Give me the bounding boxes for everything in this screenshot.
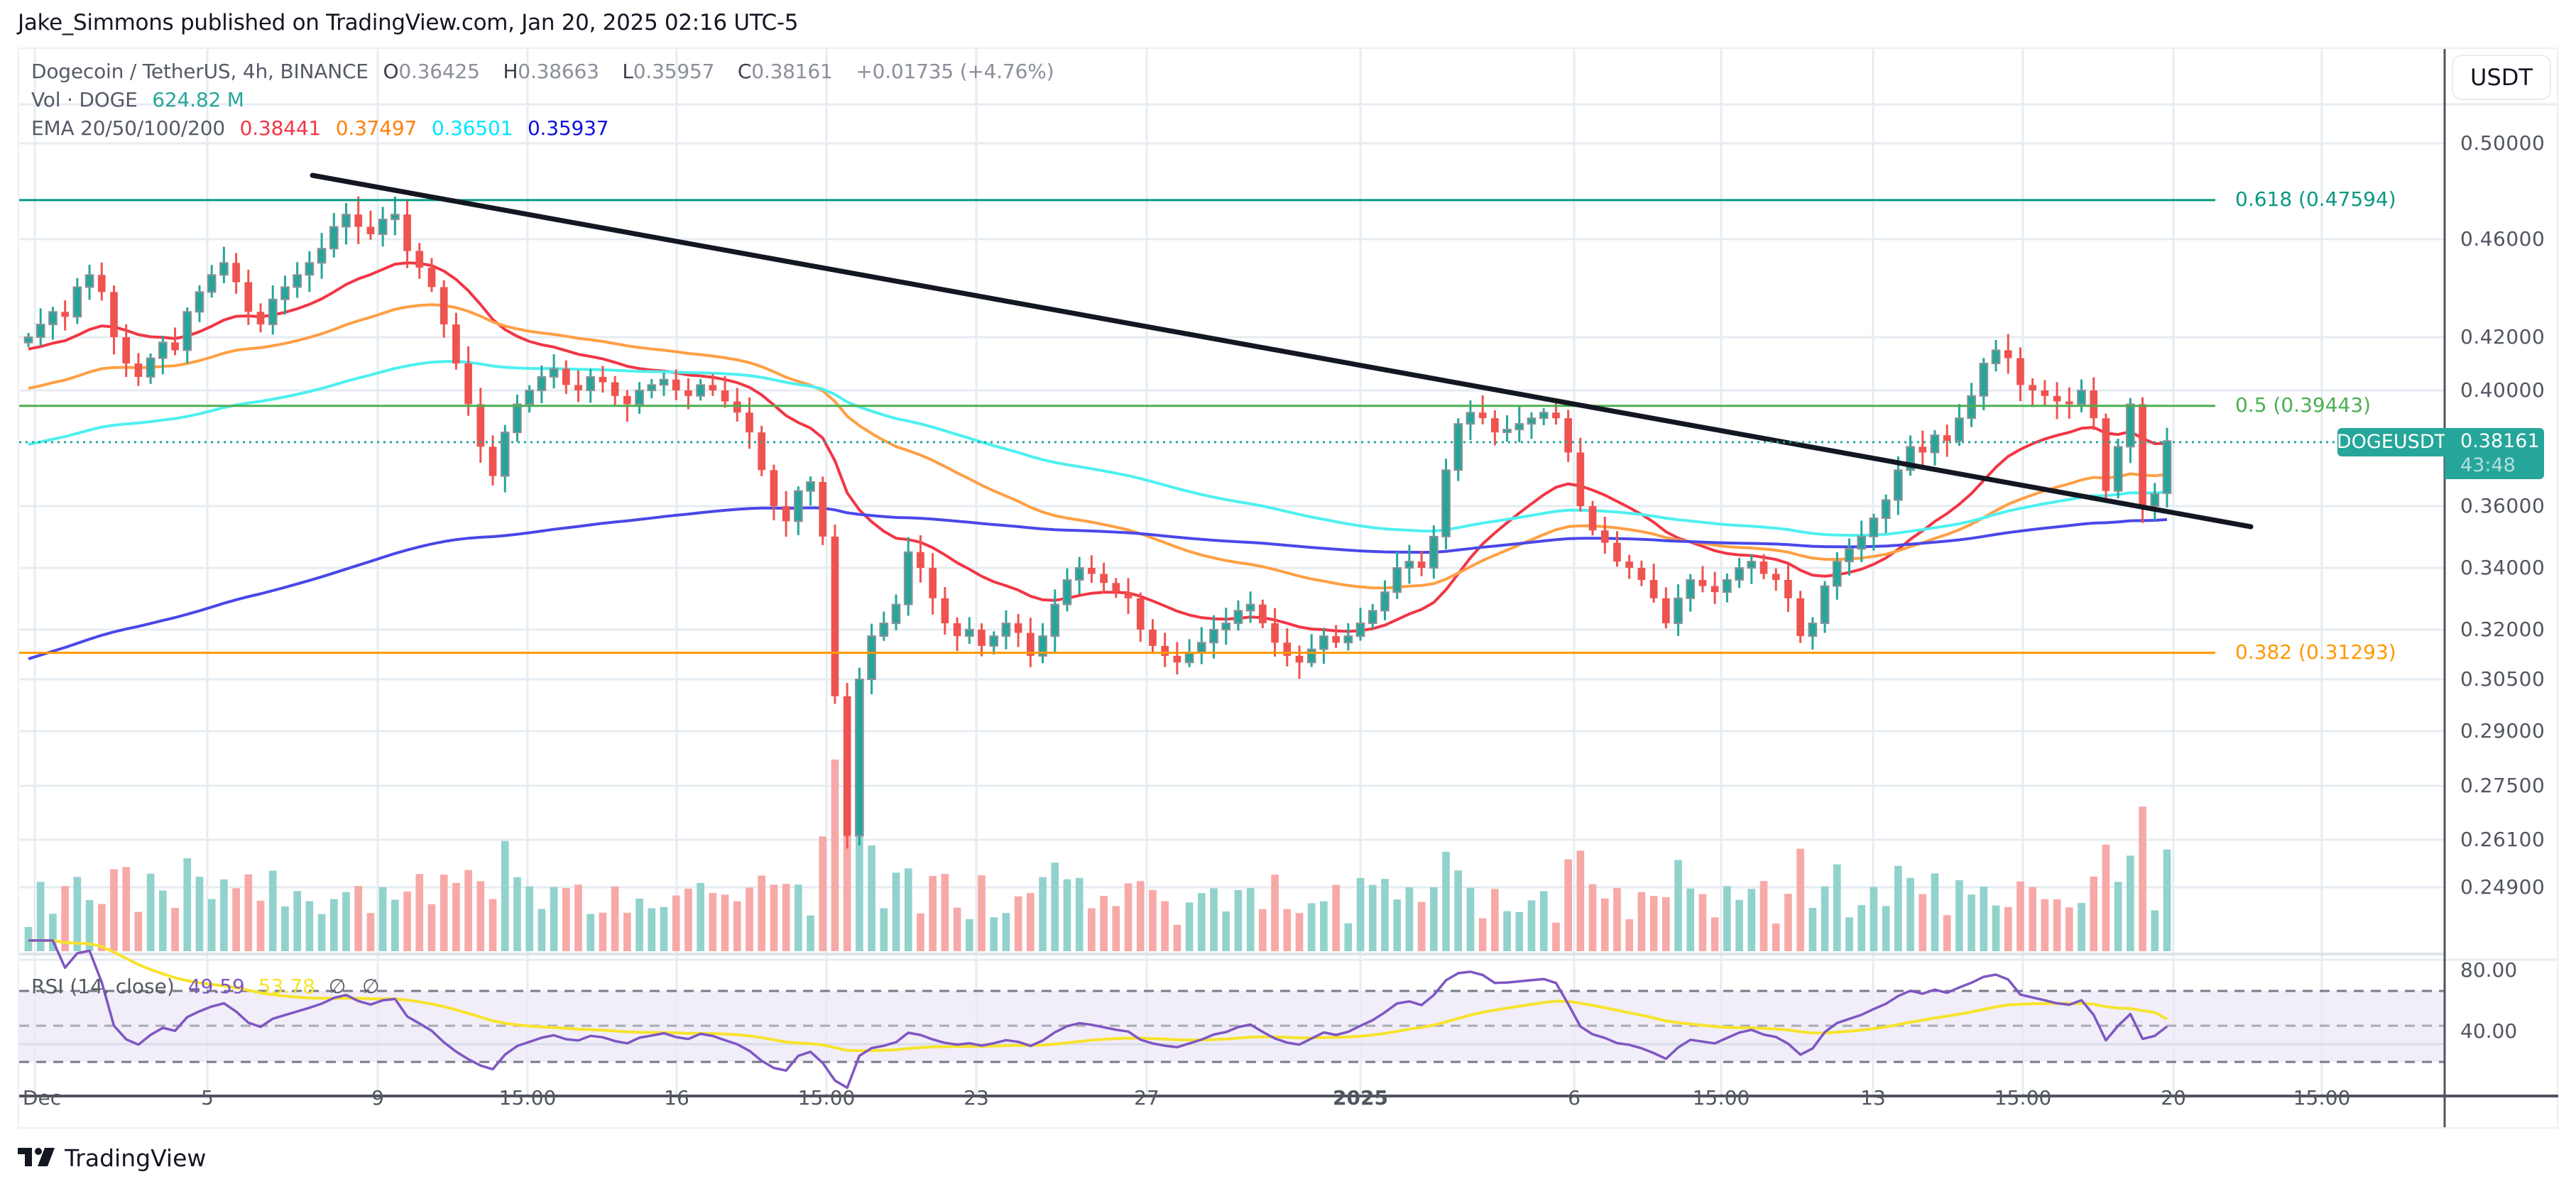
time-tick-label: 23 [964,1086,989,1109]
fib-level-label: 0.382 (0.31293) [2235,640,2396,664]
time-tick-label: 15:00 [498,1086,557,1109]
time-tick-label: 16 [664,1086,689,1109]
fib-level-label: 0.5 (0.39443) [2235,393,2372,417]
open-value: 0.36425 [398,60,480,83]
time-tick-label: 15:00 [797,1086,856,1109]
symbol-price-tag: DOGEUSDT [2337,427,2446,456]
time-tick-label: 20 [2161,1086,2186,1109]
price-tick-label: 0.29000 [2460,719,2545,743]
price-tick-label: 0.40000 [2460,378,2545,402]
time-tick-label: 27 [1134,1086,1159,1109]
time-tick-label: 15:00 [1994,1086,2052,1109]
close-value: 0.38161 [751,60,833,83]
time-tick-label: 15:00 [2293,1086,2351,1109]
rsi-na-icon: ∅ [328,975,346,998]
price-tick-label: 0.32000 [2460,618,2545,641]
price-tick-label: 0.36000 [2460,494,2545,517]
price-tick-label: 0.34000 [2460,556,2545,579]
last-price-tag: 0.38161 43:48 [2445,427,2544,479]
rsi-ma-value: 53.78 [258,975,315,998]
low-value: 0.35957 [633,60,715,83]
price-tick-label: 0.46000 [2460,227,2545,251]
bar-countdown: 43:48 [2460,454,2516,476]
rsi-legend: RSI (14, close) 49.59 53.78 ∅ ∅ [31,975,380,998]
tradingview-wordmark: TradingView [65,1144,207,1172]
rsi-axis-80: 80.00 [2460,958,2518,982]
high-label: H [503,60,518,83]
price-tick-label: 0.42000 [2460,325,2545,349]
ema20-value: 0.38441 [239,116,322,140]
rsi-axis-40: 40.00 [2460,1019,2518,1043]
time-tick-label: 2025 [1333,1086,1388,1109]
fib-level-label: 0.618 (0.47594) [2235,187,2396,211]
tradingview-logo-icon [18,1147,55,1166]
time-tick-label: Dec [22,1086,62,1109]
change-value: +0.01735 (+4.76%) [856,60,1054,83]
rsi-value: 49.59 [187,975,245,998]
price-tick-label: 0.24900 [2460,875,2545,899]
ema50-value: 0.37497 [335,116,417,140]
price-tick-label: 0.30500 [2460,667,2545,691]
rsi-na-icon-2: ∅ [362,975,380,998]
chart-frame [18,48,2558,1129]
last-price: 0.38161 [2460,429,2540,452]
ema100-value: 0.36501 [431,116,513,140]
time-tick-label: 13 [1860,1086,1886,1109]
publisher-line: Jake_Simmons published on TradingView.co… [18,10,799,35]
time-tick-label: 6 [1568,1086,1581,1109]
ema-legend: EMA 20/50/100/200 0.38441 0.37497 0.3650… [31,116,617,140]
ema200-value: 0.35937 [527,116,609,140]
ema-label[interactable]: EMA 20/50/100/200 [31,116,225,140]
time-tick-label: 15:00 [1692,1086,1750,1109]
tradingview-logo[interactable]: TradingView [18,1144,206,1172]
volume-label[interactable]: Vol · DOGE [31,88,138,111]
rsi-title[interactable]: RSI (14, close) [31,975,175,998]
time-tick-label: 5 [201,1086,214,1109]
symbol-legend: Dogecoin / TetherUS, 4h, BINANCE O0.3642… [31,60,1062,83]
volume-legend: Vol · DOGE 624.82 M [31,88,253,111]
time-tick-label: 9 [371,1086,384,1109]
volume-value: 624.82 M [152,88,244,111]
price-tick-label: 0.50000 [2460,131,2545,155]
currency-button[interactable]: USDT [2452,55,2551,100]
open-label: O [383,60,399,83]
high-value: 0.38663 [518,60,599,83]
price-tick-label: 0.26100 [2460,828,2545,851]
symbol-name[interactable]: Dogecoin / TetherUS, 4h, BINANCE [31,60,369,83]
close-label: C [737,60,752,83]
low-label: L [622,60,633,83]
price-tick-label: 0.27500 [2460,774,2545,797]
